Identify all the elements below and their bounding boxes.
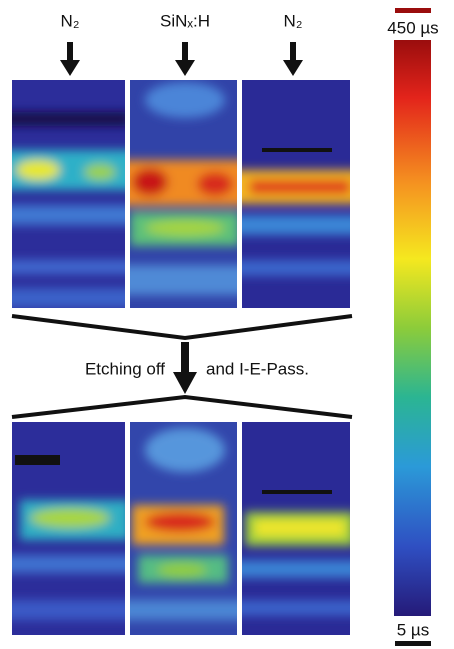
colorbar-cap — [395, 8, 431, 13]
heatmap — [130, 80, 237, 308]
colorbar-min: 5 µs — [397, 620, 429, 639]
label: N₂ — [61, 11, 80, 30]
funnel-lines — [11, 314, 353, 419]
arrow — [173, 342, 197, 394]
label: SiNₓ:H — [160, 11, 210, 30]
heatmap — [130, 422, 237, 635]
heatmap — [242, 80, 350, 308]
label: and I-E-Pass. — [206, 359, 309, 378]
heatmap — [12, 80, 125, 308]
colorbar-max: 450 µs — [387, 18, 438, 37]
arrows — [60, 42, 303, 76]
colorbar — [394, 40, 431, 616]
label: Etching off — [85, 359, 165, 378]
colorbar-cap — [395, 641, 431, 646]
heatmap — [12, 422, 125, 635]
label: N₂ — [284, 11, 303, 30]
heatmap — [242, 422, 350, 635]
